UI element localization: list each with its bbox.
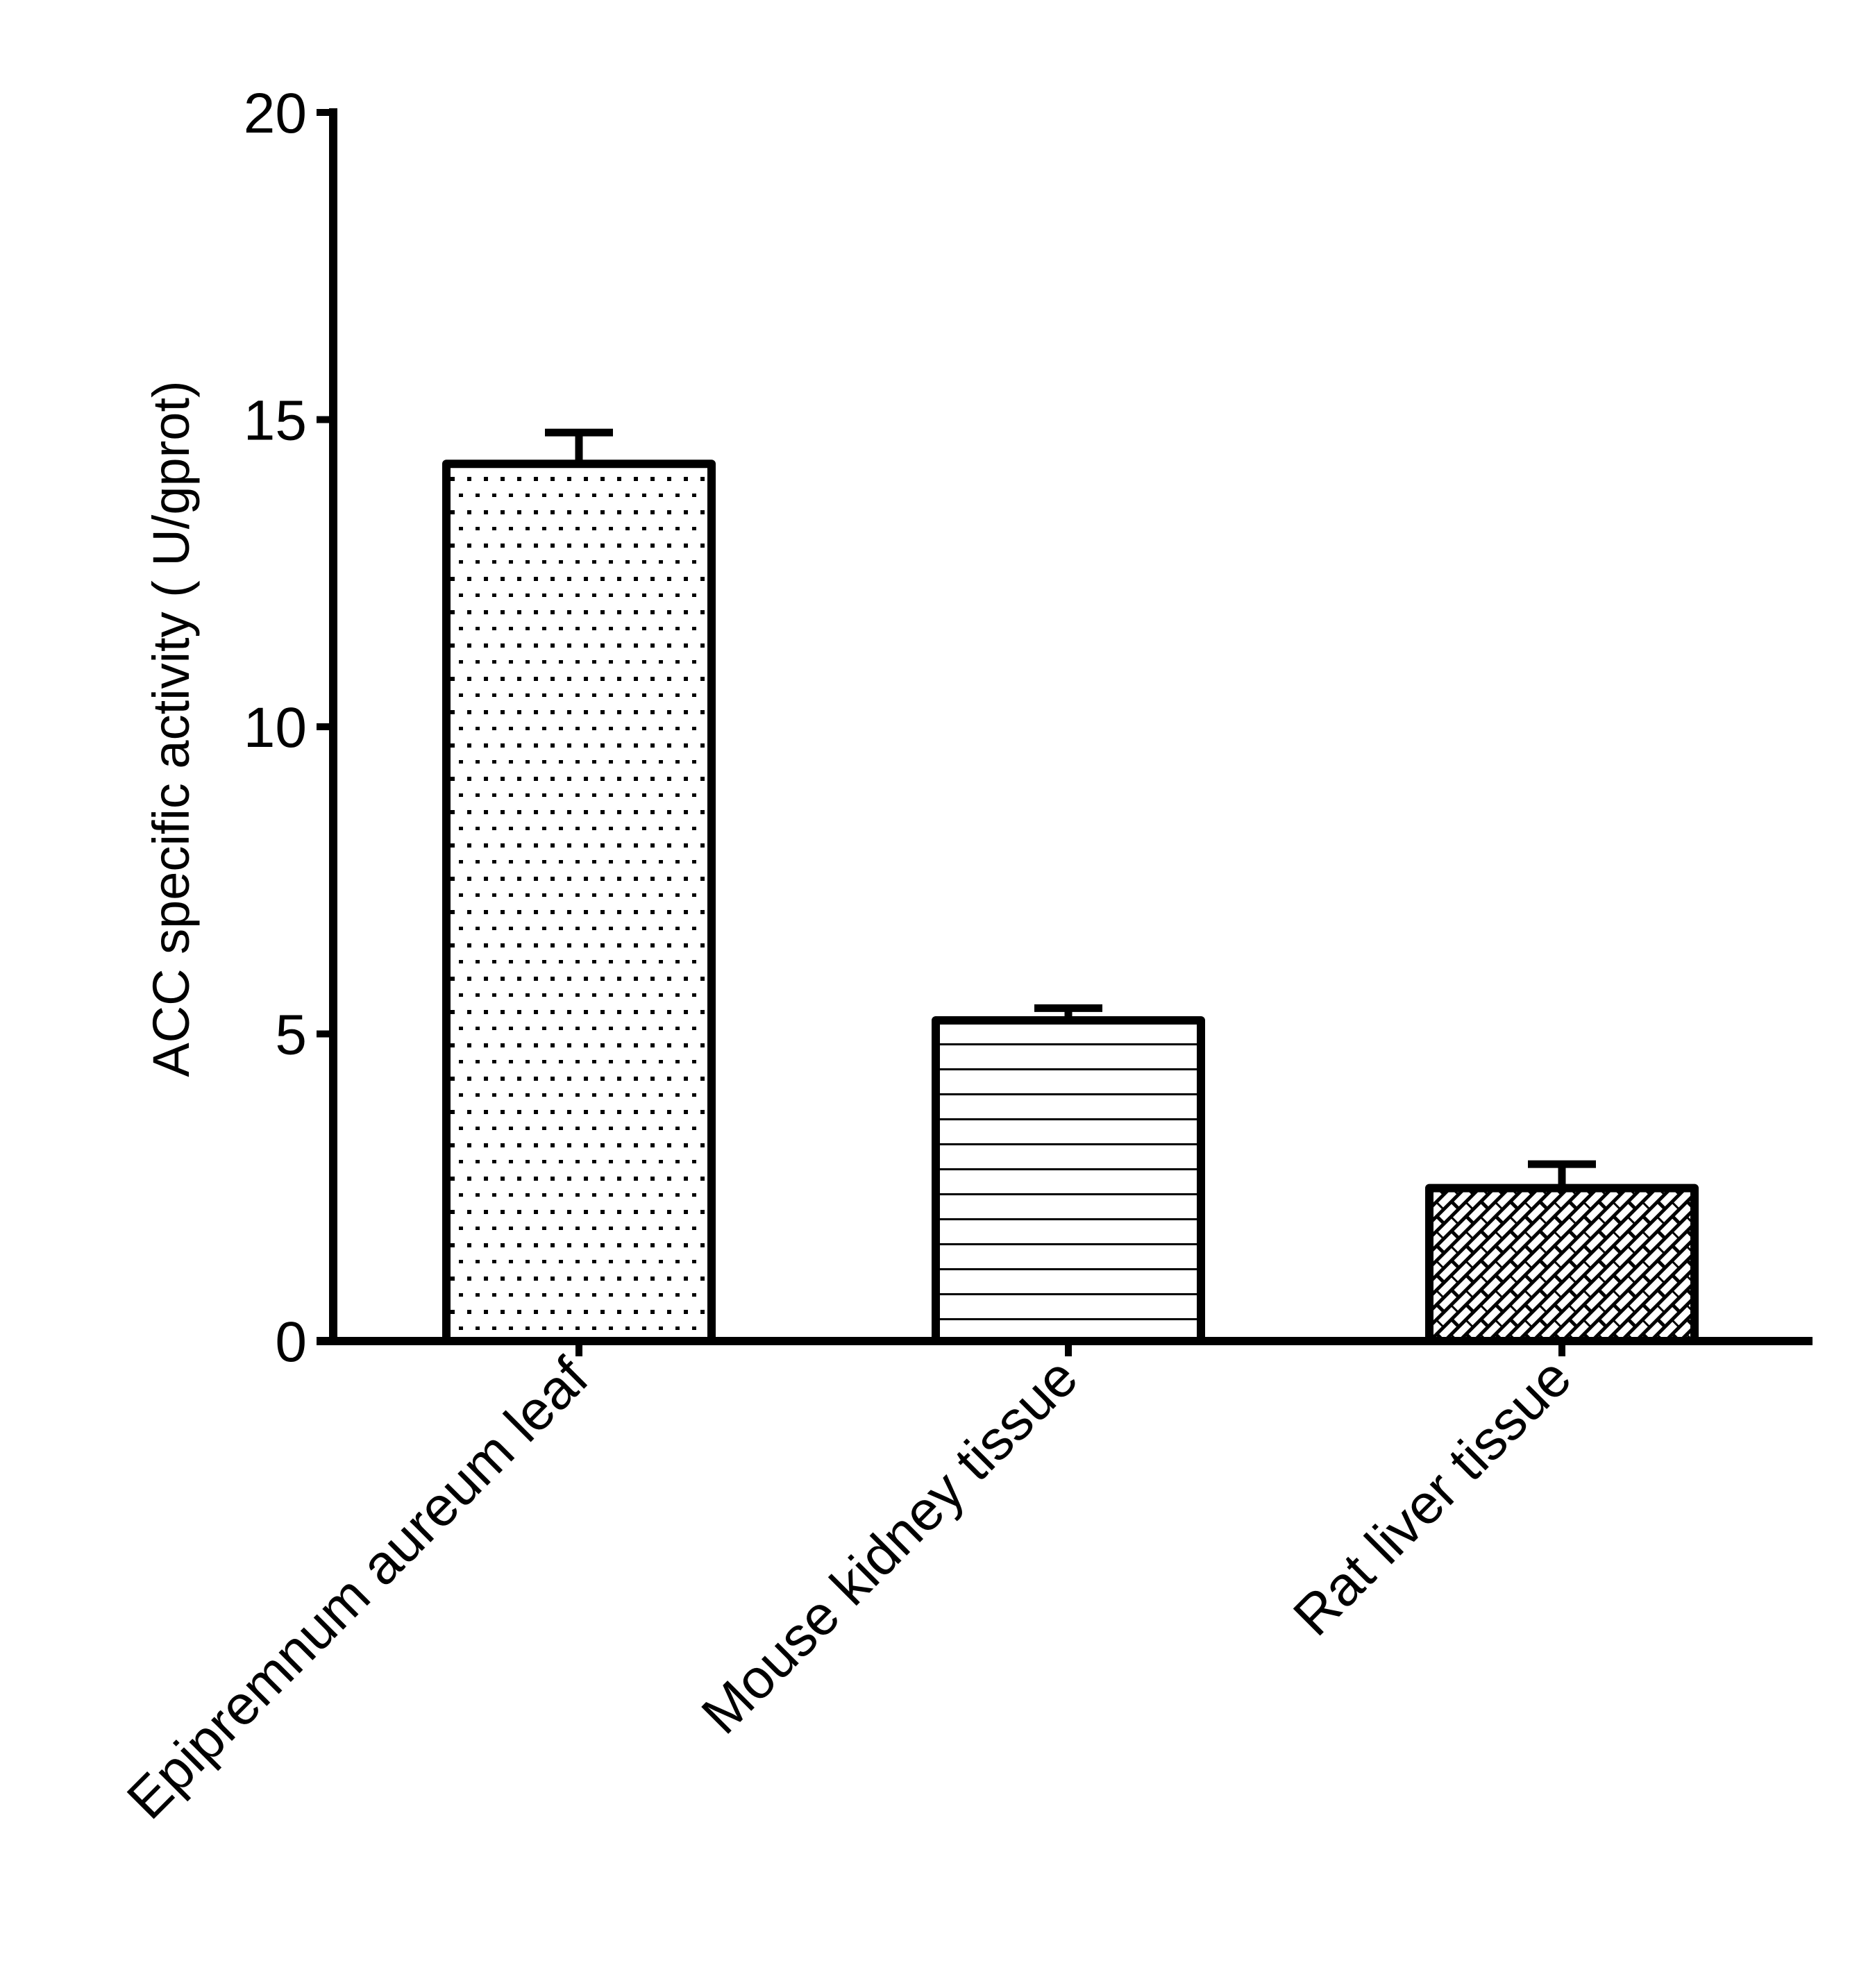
x-category-label: Rat liver tissue [1281, 1346, 1583, 1647]
plot-area: 0 5 10 15 20 Epipremnum aureum leaf Mouse kidn… [115, 82, 1813, 1830]
y-tick-label: 20 [244, 82, 307, 145]
x-category-label: Epipremnum aureum leaf [115, 1346, 600, 1831]
y-tick-label: 10 [244, 696, 307, 759]
bar-fill [936, 1020, 1201, 1341]
bar-fill [1429, 1188, 1695, 1341]
y-tick-label: 5 [275, 1004, 307, 1067]
y-tick-label: 0 [275, 1311, 307, 1374]
x-category-label: Mouse kidney tissue [690, 1346, 1089, 1745]
bar-fill [446, 464, 712, 1341]
y-tick-label: 15 [244, 389, 307, 453]
y-axis-title: ACC specific activity ( U/gprot) [142, 380, 200, 1077]
